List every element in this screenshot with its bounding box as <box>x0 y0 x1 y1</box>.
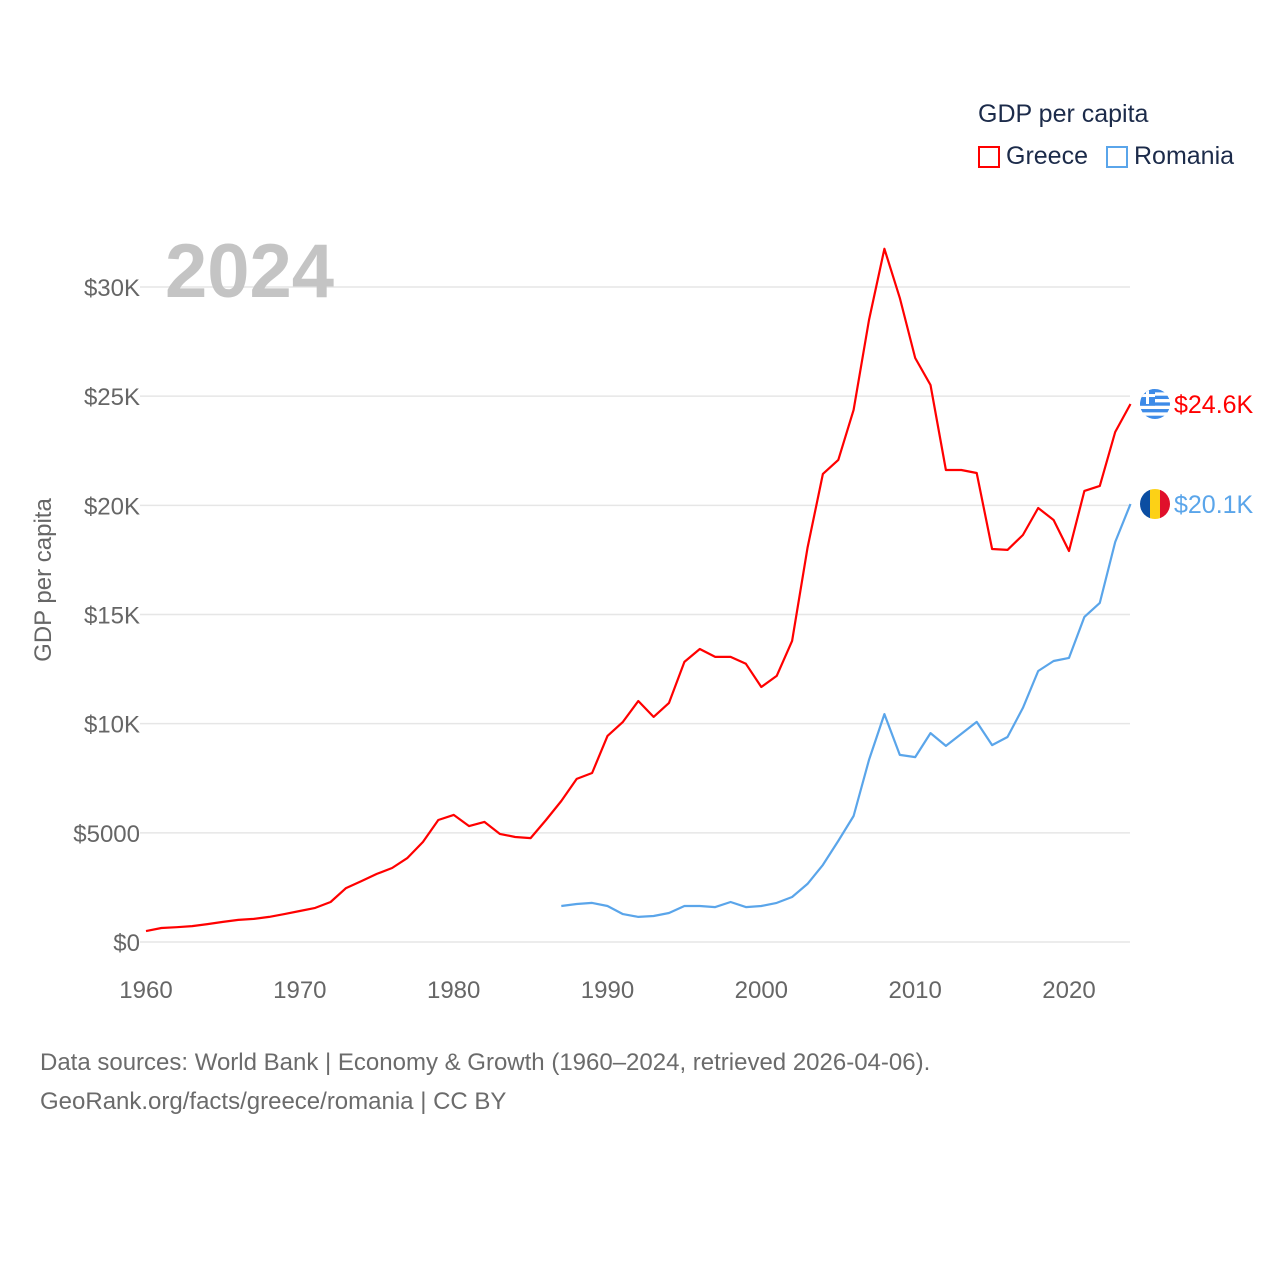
x-tick-label: 1960 <box>119 977 172 1004</box>
y-tick-label: $15K <box>84 603 140 630</box>
greece-flag-icon <box>1140 389 1170 420</box>
x-tick-label: 1970 <box>273 977 326 1004</box>
legend-swatch-greece <box>978 145 1000 168</box>
source-line-1: Data sources: World Bank | Economy & Gro… <box>40 1049 931 1076</box>
romania-flag-icon <box>1140 489 1170 520</box>
y-tick-label: $5000 <box>73 821 140 848</box>
legend-swatch-romania <box>1105 145 1128 168</box>
legend-title: GDP per capita <box>978 100 1149 128</box>
y-tick-label: $10K <box>84 712 140 739</box>
series-line-romania <box>561 503 1132 919</box>
legend-label-greece: Greece <box>1006 142 1088 170</box>
y-axis-label: GDP per capita <box>30 498 57 662</box>
y-tick-label: $25K <box>84 384 140 411</box>
legend: Greece Romania <box>978 142 1234 171</box>
series-line-greece <box>145 247 1132 933</box>
source-line-2[interactable]: GeoRank.org/facts/greece/romania | CC BY <box>40 1088 507 1115</box>
legend-label-romania: Romania <box>1133 142 1235 170</box>
end-value-label-romania: $20.1K <box>1174 491 1254 519</box>
y-tick-label: $30K <box>84 275 140 302</box>
x-tick-label: 1980 <box>427 977 480 1004</box>
x-tick-label: 2020 <box>1042 977 1095 1004</box>
legend-item-greece[interactable]: Greece <box>978 142 1088 171</box>
x-tick-label: 2010 <box>888 977 941 1004</box>
x-tick-label: 1990 <box>581 977 634 1004</box>
legend-item-romania[interactable]: Romania <box>1105 142 1235 171</box>
end-value-label-greece: $24.6K <box>1174 391 1254 419</box>
y-tick-label: $0 <box>113 930 140 957</box>
current-year-watermark: 2024 <box>165 229 335 314</box>
x-tick-label: 2000 <box>735 977 788 1004</box>
y-tick-label: $20K <box>84 493 140 520</box>
data-source-note: Data sources: World Bank | Economy & Gro… <box>40 1043 930 1121</box>
